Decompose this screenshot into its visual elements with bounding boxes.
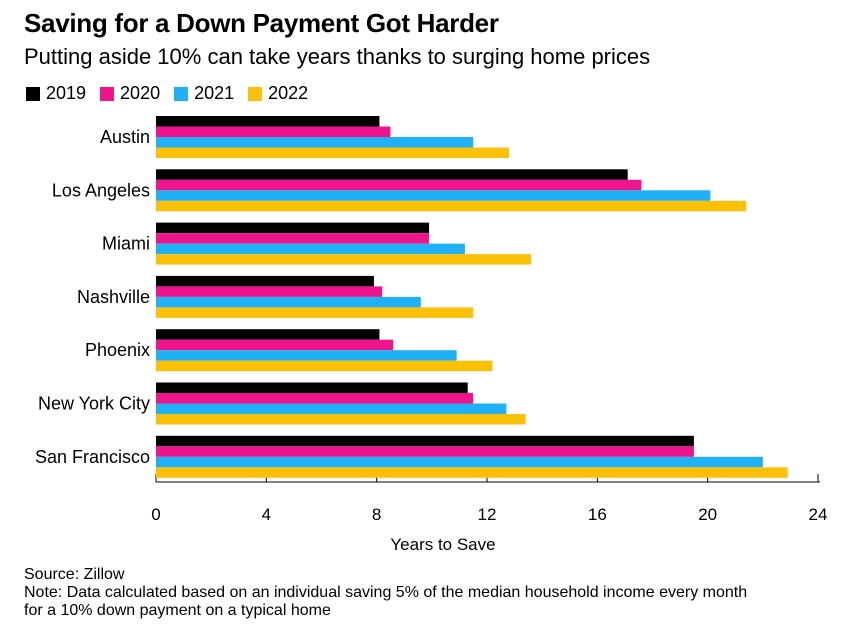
legend-label-2021: 2021 <box>194 83 235 103</box>
legend-swatch-2021 <box>174 86 189 101</box>
category-label-miami: Miami <box>102 234 150 254</box>
bar-chart: 0 4 8 12 16 20 24 Years to Save Austin Los Angele… <box>35 116 828 554</box>
bar-miami-2021 <box>156 243 465 255</box>
bar-san-francisco-2021 <box>156 456 763 468</box>
bar-los-angeles-2021 <box>156 190 711 201</box>
bar-new-york-city-2022 <box>156 414 526 425</box>
bar-los-angeles-2022 <box>156 200 747 212</box>
methodology-note-line-2: for a 10% down payment on a typical home <box>24 602 331 619</box>
bar-austin-2020 <box>156 126 391 137</box>
bar-phoenix-2021 <box>156 350 457 361</box>
legend-swatch-2022 <box>248 86 263 101</box>
x-tick-label: 20 <box>698 505 717 524</box>
x-tick-label: 0 <box>151 505 160 524</box>
bar-phoenix-2019 <box>156 329 380 340</box>
category-label-los-angeles: Los Angeles <box>52 180 150 200</box>
category-label-san-francisco: San Francisco <box>35 447 150 467</box>
x-tick-label: 12 <box>478 505 497 524</box>
category-label-austin: Austin <box>100 127 150 147</box>
legend: 2019 2020 2021 2022 <box>26 83 308 104</box>
legend-label-2022: 2022 <box>268 83 309 103</box>
source-note: Source: Zillow <box>24 566 125 583</box>
x-axis-label: Years to Save <box>390 535 495 554</box>
methodology-note-line-1: Note: Data calculated based on an indivi… <box>24 584 748 601</box>
bar-phoenix-2020 <box>156 339 394 351</box>
bar-miami-2020 <box>156 233 430 244</box>
bar-san-francisco-2022 <box>156 467 788 478</box>
bar-san-francisco-2020 <box>156 446 694 457</box>
bar-nashville-2020 <box>156 286 383 297</box>
legend-label-2020: 2020 <box>120 83 161 103</box>
legend-item-2020: 2020 <box>100 83 160 104</box>
x-tick-label: 4 <box>262 505 271 524</box>
legend-swatch-2019 <box>26 86 40 101</box>
bar-austin-2022 <box>156 147 510 158</box>
bar-nashville-2022 <box>156 307 474 318</box>
legend-item-2022: 2022 <box>248 83 308 104</box>
bar-new-york-city-2021 <box>156 403 507 414</box>
bar-los-angeles-2019 <box>156 169 628 180</box>
bar-miami-2022 <box>156 254 532 265</box>
bar-nashville-2021 <box>156 296 421 308</box>
category-label-phoenix: Phoenix <box>85 340 150 360</box>
bar-los-angeles-2020 <box>156 179 642 191</box>
category-label-nashville: Nashville <box>77 287 150 307</box>
bar-phoenix-2022 <box>156 360 493 372</box>
x-tick-label: 8 <box>372 505 381 524</box>
x-tick-label: 24 <box>809 505 828 524</box>
x-tick-label: 16 <box>588 505 607 524</box>
bar-miami-2019 <box>156 222 430 234</box>
category-label-new-york-city: New York City <box>38 394 150 414</box>
chart-footer: Source: Zillow Note: Data calculated bas… <box>24 566 747 620</box>
bar-nashville-2019 <box>156 275 374 287</box>
bar-new-york-city-2020 <box>156 393 474 404</box>
chart-title: Saving for a Down Payment Got Harder <box>24 8 499 38</box>
legend-item-2019: 2019 <box>26 83 86 104</box>
chart-subtitle: Putting aside 10% can take years thanks … <box>24 44 651 69</box>
legend-label-2019: 2019 <box>46 83 87 103</box>
bar-austin-2019 <box>156 116 380 127</box>
legend-item-2021: 2021 <box>174 83 234 104</box>
bar-san-francisco-2019 <box>156 435 694 447</box>
legend-swatch-2020 <box>100 86 115 101</box>
bar-austin-2021 <box>156 137 474 148</box>
bar-new-york-city-2019 <box>156 382 468 393</box>
